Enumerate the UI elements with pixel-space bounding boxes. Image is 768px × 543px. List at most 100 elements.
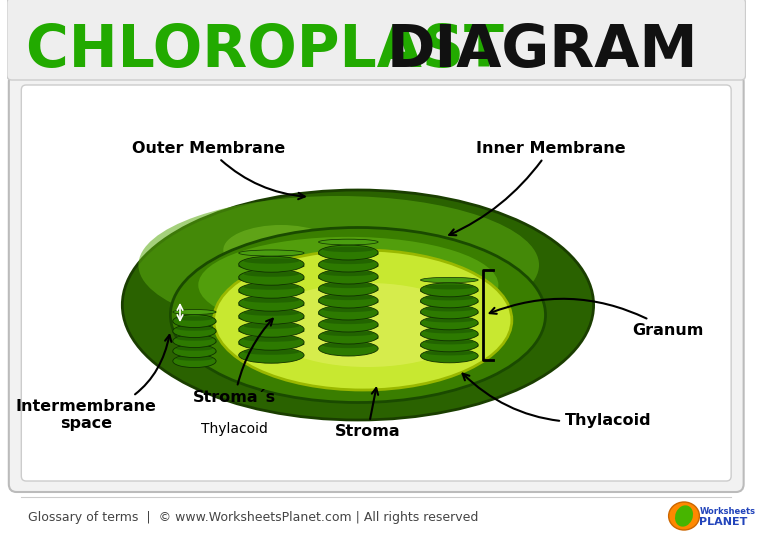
Text: Intermembrane
space: Intermembrane space bbox=[15, 335, 171, 431]
Ellipse shape bbox=[675, 506, 693, 527]
Text: Granum: Granum bbox=[490, 299, 703, 338]
Ellipse shape bbox=[173, 325, 216, 338]
Ellipse shape bbox=[420, 327, 478, 341]
Ellipse shape bbox=[239, 341, 304, 347]
Ellipse shape bbox=[239, 321, 304, 337]
Ellipse shape bbox=[323, 247, 374, 252]
Ellipse shape bbox=[323, 343, 374, 348]
Text: PLANET: PLANET bbox=[700, 517, 748, 527]
Ellipse shape bbox=[425, 307, 474, 312]
Ellipse shape bbox=[319, 287, 378, 293]
Text: CHLOROPLAST: CHLOROPLAST bbox=[26, 22, 525, 79]
Ellipse shape bbox=[319, 317, 378, 332]
Ellipse shape bbox=[319, 257, 378, 272]
Ellipse shape bbox=[243, 284, 300, 290]
Ellipse shape bbox=[239, 263, 304, 269]
Ellipse shape bbox=[239, 302, 304, 308]
Ellipse shape bbox=[420, 343, 478, 349]
Ellipse shape bbox=[263, 283, 472, 367]
Ellipse shape bbox=[243, 323, 300, 329]
Ellipse shape bbox=[425, 318, 474, 323]
Ellipse shape bbox=[319, 311, 378, 317]
Ellipse shape bbox=[323, 295, 374, 300]
Ellipse shape bbox=[176, 336, 213, 341]
Ellipse shape bbox=[425, 351, 474, 356]
Ellipse shape bbox=[323, 271, 374, 276]
Ellipse shape bbox=[319, 263, 378, 269]
Ellipse shape bbox=[170, 228, 545, 402]
FancyBboxPatch shape bbox=[7, 0, 746, 80]
Ellipse shape bbox=[239, 289, 304, 295]
Ellipse shape bbox=[319, 341, 378, 356]
Text: Stroma: Stroma bbox=[335, 388, 400, 439]
Ellipse shape bbox=[323, 307, 374, 312]
Ellipse shape bbox=[420, 316, 478, 330]
Ellipse shape bbox=[319, 305, 378, 320]
Ellipse shape bbox=[319, 299, 378, 305]
Ellipse shape bbox=[323, 319, 374, 324]
Ellipse shape bbox=[223, 225, 339, 275]
Text: DIAGRAM: DIAGRAM bbox=[387, 22, 698, 79]
Ellipse shape bbox=[319, 251, 378, 257]
Ellipse shape bbox=[243, 258, 300, 264]
Ellipse shape bbox=[239, 256, 304, 272]
Ellipse shape bbox=[323, 283, 374, 288]
Text: Outer Membrane: Outer Membrane bbox=[132, 141, 305, 199]
Ellipse shape bbox=[425, 285, 474, 289]
Ellipse shape bbox=[420, 283, 478, 297]
Ellipse shape bbox=[239, 334, 304, 350]
Ellipse shape bbox=[176, 346, 213, 351]
Ellipse shape bbox=[243, 349, 300, 355]
Ellipse shape bbox=[420, 299, 478, 305]
Ellipse shape bbox=[243, 310, 300, 316]
Ellipse shape bbox=[425, 329, 474, 333]
Ellipse shape bbox=[239, 282, 304, 298]
Ellipse shape bbox=[239, 328, 304, 334]
Ellipse shape bbox=[319, 269, 378, 284]
Ellipse shape bbox=[420, 277, 478, 283]
Ellipse shape bbox=[425, 295, 474, 300]
Ellipse shape bbox=[176, 316, 213, 321]
Ellipse shape bbox=[420, 311, 478, 315]
Ellipse shape bbox=[173, 355, 216, 368]
Ellipse shape bbox=[669, 502, 700, 530]
Ellipse shape bbox=[173, 345, 216, 358]
Ellipse shape bbox=[420, 349, 478, 363]
Ellipse shape bbox=[173, 319, 216, 325]
Ellipse shape bbox=[138, 196, 539, 334]
Text: Thylacoid: Thylacoid bbox=[201, 422, 268, 436]
Text: Worksheets: Worksheets bbox=[700, 508, 756, 516]
Text: Stroma´s: Stroma´s bbox=[194, 319, 276, 405]
Ellipse shape bbox=[420, 294, 478, 308]
Ellipse shape bbox=[173, 334, 216, 348]
Ellipse shape bbox=[425, 339, 474, 344]
Ellipse shape bbox=[243, 297, 300, 303]
Ellipse shape bbox=[173, 310, 216, 314]
Text: Inner Membrane: Inner Membrane bbox=[449, 141, 625, 235]
Ellipse shape bbox=[173, 330, 216, 334]
Ellipse shape bbox=[319, 245, 378, 260]
Ellipse shape bbox=[239, 347, 304, 363]
Ellipse shape bbox=[420, 332, 478, 338]
Ellipse shape bbox=[319, 335, 378, 341]
Text: Thylacoid: Thylacoid bbox=[462, 374, 651, 427]
Ellipse shape bbox=[323, 331, 374, 336]
Ellipse shape bbox=[176, 356, 213, 361]
Ellipse shape bbox=[173, 350, 216, 355]
Ellipse shape bbox=[420, 321, 478, 327]
Ellipse shape bbox=[239, 295, 304, 311]
Ellipse shape bbox=[420, 338, 478, 352]
Ellipse shape bbox=[243, 336, 300, 342]
Ellipse shape bbox=[176, 326, 213, 331]
Ellipse shape bbox=[319, 281, 378, 296]
Ellipse shape bbox=[239, 308, 304, 324]
FancyBboxPatch shape bbox=[22, 85, 731, 481]
Ellipse shape bbox=[198, 237, 498, 333]
Ellipse shape bbox=[173, 314, 216, 327]
Ellipse shape bbox=[319, 275, 378, 281]
Ellipse shape bbox=[319, 329, 378, 344]
FancyBboxPatch shape bbox=[8, 74, 743, 492]
Ellipse shape bbox=[319, 239, 378, 245]
Ellipse shape bbox=[420, 305, 478, 319]
Text: Glossary of terms  |  © www.WorksheetsPlanet.com | All rights reserved: Glossary of terms | © www.WorksheetsPlan… bbox=[28, 512, 478, 525]
